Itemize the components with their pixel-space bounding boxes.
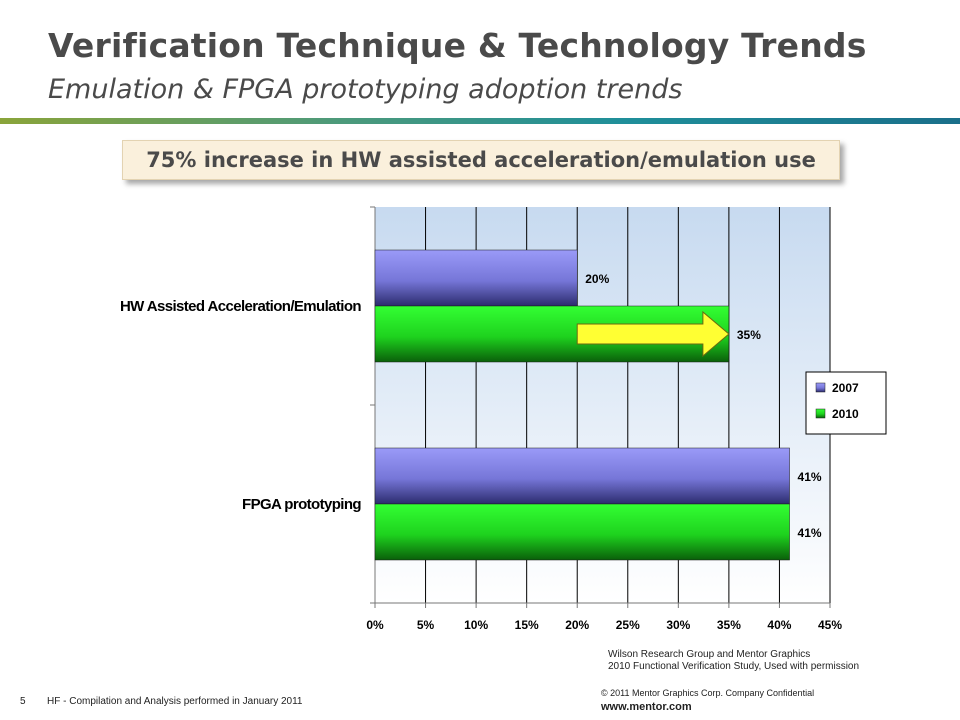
- x-tick-label: 30%: [666, 618, 690, 632]
- x-tick-label: 0%: [366, 618, 384, 632]
- bar-chart: 0% 5% 10% 15% 20% 25% 30% 35% 40% 45% 20% 35% HW Ass…: [120, 206, 887, 632]
- title-divider: [0, 118, 960, 124]
- source-credit: Wilson Research Group and Mentor Graphic…: [608, 649, 859, 673]
- source-line-1: Wilson Research Group and Mentor Graphic…: [608, 649, 811, 660]
- category-label: HW Assisted Acceleration/Emulation: [120, 298, 361, 315]
- bar-2007-fpga: [374, 447, 790, 505]
- x-tick-label: 25%: [616, 618, 640, 632]
- bar-2007-hw-emulation: [374, 249, 578, 307]
- x-tick-label: 40%: [767, 618, 791, 632]
- legend-label-2010: 2010: [832, 407, 859, 421]
- page-number: 5: [20, 696, 26, 707]
- slide-subtitle: Emulation & FPGA prototyping adoption tr…: [48, 74, 683, 105]
- data-label: 41%: [798, 526, 822, 540]
- x-tick-label: 20%: [565, 618, 589, 632]
- data-label: 20%: [585, 272, 609, 286]
- data-label: 35%: [737, 328, 761, 342]
- source-line-2: 2010 Functional Verification Study, Used…: [608, 661, 860, 672]
- footer-note: HF - Compilation and Analysis performed …: [47, 696, 303, 707]
- callout-text: 75% increase in HW assisted acceleration…: [146, 148, 816, 172]
- legend-swatch-2010: [815, 408, 826, 419]
- legend-label-2007: 2007: [832, 381, 859, 395]
- copyright-text: © 2011 Mentor Graphics Corp. Company Con…: [601, 688, 815, 698]
- legend-swatch-2007: [815, 382, 826, 393]
- x-tick-label: 5%: [417, 618, 435, 632]
- x-tick-label: 35%: [717, 618, 741, 632]
- website-url: www.mentor.com: [601, 701, 692, 713]
- x-tick-label: 10%: [464, 618, 488, 632]
- x-tick-label: 15%: [515, 618, 539, 632]
- callout-box: 75% increase in HW assisted acceleration…: [122, 140, 840, 180]
- legend-box: [805, 371, 887, 435]
- increase-arrow: [576, 310, 730, 358]
- bar-2010-fpga: [374, 503, 790, 561]
- data-label: 41%: [798, 470, 822, 484]
- slide-title: Verification Technique & Technology Tren…: [48, 26, 867, 65]
- x-tick-label: 45%: [818, 618, 842, 632]
- category-label: FPGA prototyping: [242, 496, 361, 513]
